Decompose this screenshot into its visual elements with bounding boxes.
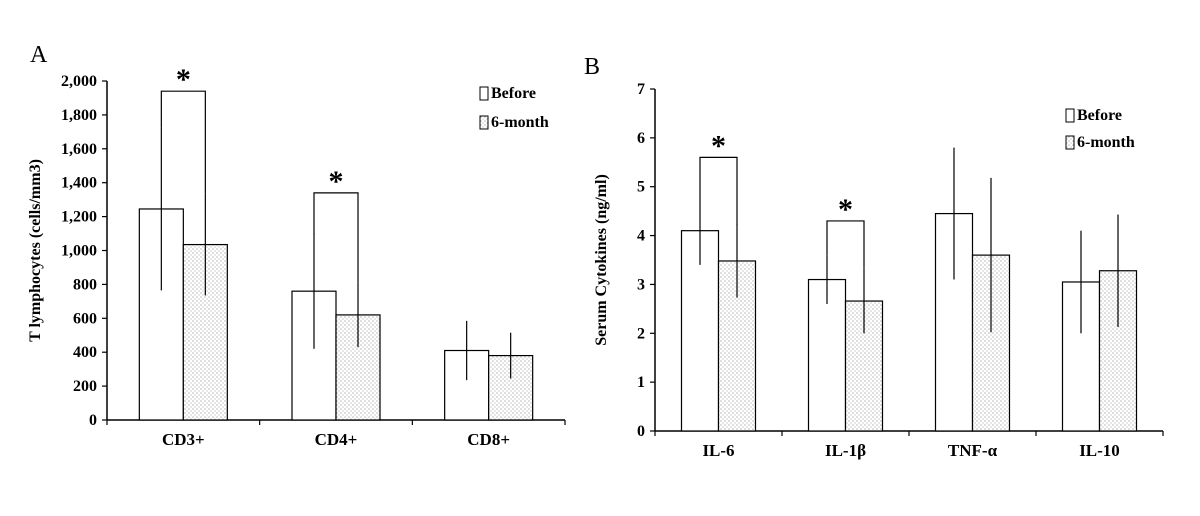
y-tick-label: 1,200 xyxy=(61,209,97,226)
significance-bracket xyxy=(313,192,359,283)
legend-swatch-six-month xyxy=(1065,135,1075,150)
y-tick-label: 1,600 xyxy=(61,141,97,158)
bar-before xyxy=(807,278,847,432)
panel-letter: A xyxy=(30,42,48,68)
x-category-label: CD4+ xyxy=(315,430,358,449)
legend-label-before: Before xyxy=(1077,107,1122,124)
y-axis-title: T lymphocytes (cells/mm3) xyxy=(27,159,44,342)
y-tick-label: 1,400 xyxy=(61,175,97,192)
x-category-label: IL-6 xyxy=(702,441,734,460)
chart-panel-a: A 0 200 400 600 800 1,000 1,200 1,400 1,600 1,800 2… xyxy=(27,42,566,449)
significance-star: * xyxy=(329,165,344,198)
y-tick-label: 600 xyxy=(73,310,97,327)
y-tick-label: 7 xyxy=(637,81,645,98)
y-tick-label: 3 xyxy=(637,276,645,293)
y-tick-label: 6 xyxy=(637,130,645,147)
legend-swatch-before xyxy=(479,86,489,101)
significance-star: * xyxy=(838,193,853,226)
y-tick-label: 800 xyxy=(73,276,97,293)
chart-panel-b: B 0 1 2 3 4 5 6 7 Serum Cytokines (ng/ml) IL-6 IL-1… xyxy=(584,54,1164,460)
y-tick-label: 200 xyxy=(73,378,97,395)
x-category-label: IL-1β xyxy=(825,441,866,460)
significance-bracket xyxy=(699,156,738,225)
legend-swatch-six-month xyxy=(479,115,489,130)
y-tick-label: 0 xyxy=(637,423,645,440)
y-tick-label: 4 xyxy=(637,228,645,245)
x-category-label: TNF-α xyxy=(948,441,998,460)
x-category-label: IL-10 xyxy=(1079,441,1120,460)
significance-bracket xyxy=(826,220,865,269)
significance-bracket xyxy=(160,90,206,194)
legend-swatch-before xyxy=(1065,108,1075,123)
y-tick-label: 400 xyxy=(73,344,97,361)
legend-label-six-month: 6-month xyxy=(1077,134,1135,151)
y-tick-label: 2 xyxy=(637,325,645,342)
legend-label-six-month: 6-month xyxy=(491,114,549,131)
y-tick-label: 1,800 xyxy=(61,107,97,124)
y-tick-label: 0 xyxy=(89,412,97,429)
x-category-label: CD3+ xyxy=(162,430,205,449)
x-category-label: CD8+ xyxy=(467,430,510,449)
bar-six-month xyxy=(182,243,228,421)
y-axis-title: Serum Cytokines (ng/ml) xyxy=(593,174,610,346)
y-tick-label: 1 xyxy=(637,374,645,391)
y-tick-label: 1,000 xyxy=(61,243,97,260)
panel-letter: B xyxy=(584,54,600,80)
significance-star: * xyxy=(711,129,726,162)
y-tick-label: 2,000 xyxy=(61,73,97,90)
y-tick-label: 5 xyxy=(637,179,645,196)
significance-star: * xyxy=(176,63,191,96)
legend-label-before: Before xyxy=(491,85,536,102)
